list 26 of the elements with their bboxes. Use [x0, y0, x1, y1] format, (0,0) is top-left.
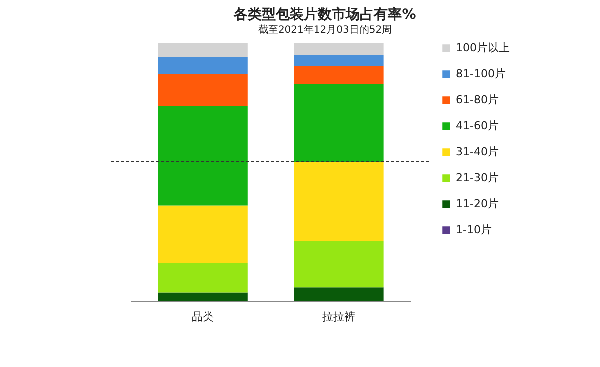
- bar: [158, 106, 248, 206]
- bar: [294, 43, 384, 56]
- x-tick-label: 品类: [192, 310, 214, 324]
- bar: [158, 263, 248, 293]
- legend-label: 100片以上: [456, 42, 510, 54]
- legend-label: 31-40片: [456, 146, 499, 158]
- bar: [294, 241, 384, 288]
- bar: [158, 43, 248, 58]
- bar: [158, 57, 248, 74]
- legend-label: 61-80片: [456, 94, 499, 106]
- bar: [294, 288, 384, 301]
- chart-title: 各类型包装片数市场占有率%: [233, 6, 416, 23]
- bar: [294, 162, 384, 242]
- legend-label: 1-10片: [456, 224, 492, 236]
- bar: [158, 206, 248, 264]
- legend-label: 11-20片: [456, 198, 499, 210]
- chart-subtitle: 截至2021年12月03日的52周: [258, 24, 392, 36]
- bar: [294, 55, 384, 66]
- bar: [294, 66, 384, 85]
- bar: [294, 84, 384, 162]
- legend-label: 21-30片: [456, 172, 499, 184]
- x-tick-label: 拉拉裤: [322, 310, 356, 324]
- legend-label: 41-60片: [456, 120, 499, 132]
- bar: [158, 74, 248, 106]
- bar: [158, 292, 248, 301]
- legend-label: 81-100片: [456, 68, 506, 80]
